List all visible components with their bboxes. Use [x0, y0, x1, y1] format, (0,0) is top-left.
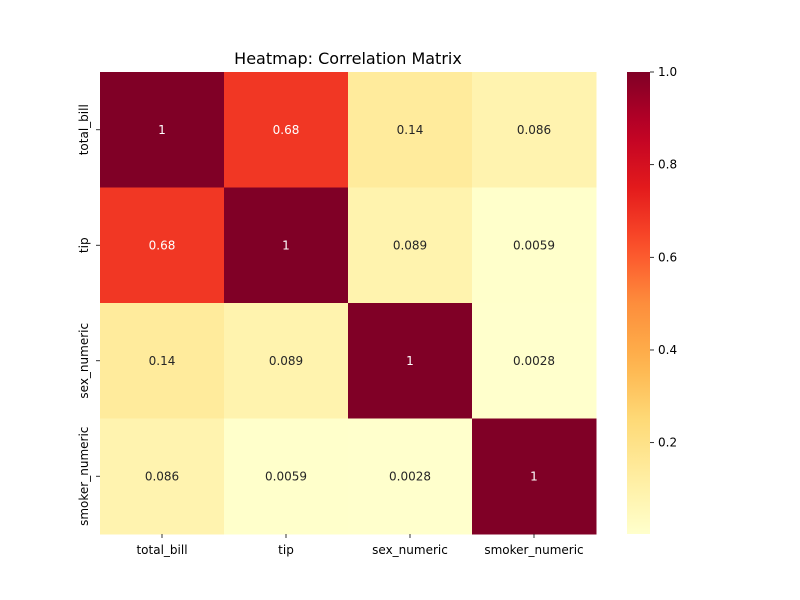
colorbar-tick-label-3: 0.8	[658, 158, 677, 172]
x-tick-label-3: smoker_numeric	[484, 543, 583, 557]
cell-label-2-3: 0.0028	[513, 354, 555, 368]
colorbar: 0.2 0.4 0.6 0.8 1.0	[627, 65, 677, 534]
heatmap-cell-0-0	[100, 72, 225, 188]
cell-label-1-0: 0.68	[149, 238, 176, 252]
colorbar-tick-label-2: 0.6	[658, 250, 677, 264]
heatmap-cell-0-3	[472, 72, 597, 188]
cell-label-2-0: 0.14	[149, 354, 176, 368]
heatmap-cells: 1 0.68 0.14 0.086 0.68 1 0.089 0.0059 0.14 0.089 1…	[100, 72, 597, 535]
x-tick-label-0: total_bill	[136, 543, 187, 557]
cell-label-2-2: 1	[406, 354, 414, 368]
cell-label-3-0: 0.086	[145, 469, 179, 483]
cell-label-1-3: 0.0059	[513, 238, 555, 252]
heatmap-cell-3-2	[348, 418, 473, 535]
cell-label-0-0: 1	[158, 123, 166, 137]
heatmap-cell-1-3	[472, 187, 597, 304]
heatmap-cell-1-1	[224, 187, 349, 304]
heatmap-cell-1-2	[348, 187, 473, 304]
cell-label-1-1: 1	[282, 238, 290, 252]
heatmap-cell-0-2	[348, 72, 473, 188]
x-tick-label-1: tip	[278, 543, 294, 557]
heatmap-cell-3-0	[100, 418, 225, 535]
colorbar-tick-label-0: 0.2	[658, 436, 677, 450]
cell-label-1-2: 0.089	[393, 238, 427, 252]
heatmap-cell-2-1	[224, 303, 349, 419]
chart-title: Heatmap: Correlation Matrix	[234, 49, 462, 68]
heatmap-cell-1-0	[100, 187, 225, 304]
cell-label-3-1: 0.0059	[265, 469, 307, 483]
y-tick-label-3: smoker_numeric	[77, 427, 91, 526]
heatmap-cell-2-0	[100, 303, 225, 419]
x-axis: total_bill tip sex_numeric smoker_numeric	[136, 534, 584, 557]
colorbar-tick-label-1: 0.4	[658, 343, 677, 357]
x-tick-label-2: sex_numeric	[372, 543, 448, 557]
cell-label-2-1: 0.089	[269, 354, 303, 368]
y-tick-label-2: sex_numeric	[77, 323, 91, 399]
heatmap-cell-2-2	[348, 303, 473, 419]
cell-label-0-2: 0.14	[397, 123, 424, 137]
heatmap-cell-0-1	[224, 72, 349, 188]
cell-label-3-2: 0.0028	[389, 469, 431, 483]
heatmap-cell-3-3	[472, 418, 597, 535]
colorbar-tick-label-4: 1.0	[658, 65, 677, 79]
y-tick-label-1: tip	[77, 237, 91, 253]
cell-label-0-3: 0.086	[517, 123, 551, 137]
heatmap-cell-2-3	[472, 303, 597, 419]
colorbar-gradient	[627, 72, 650, 534]
cell-label-0-1: 0.68	[273, 123, 300, 137]
y-tick-label-0: total_bill	[77, 104, 91, 155]
cell-label-3-3: 1	[530, 469, 538, 483]
heatmap-cell-3-1	[224, 418, 349, 535]
